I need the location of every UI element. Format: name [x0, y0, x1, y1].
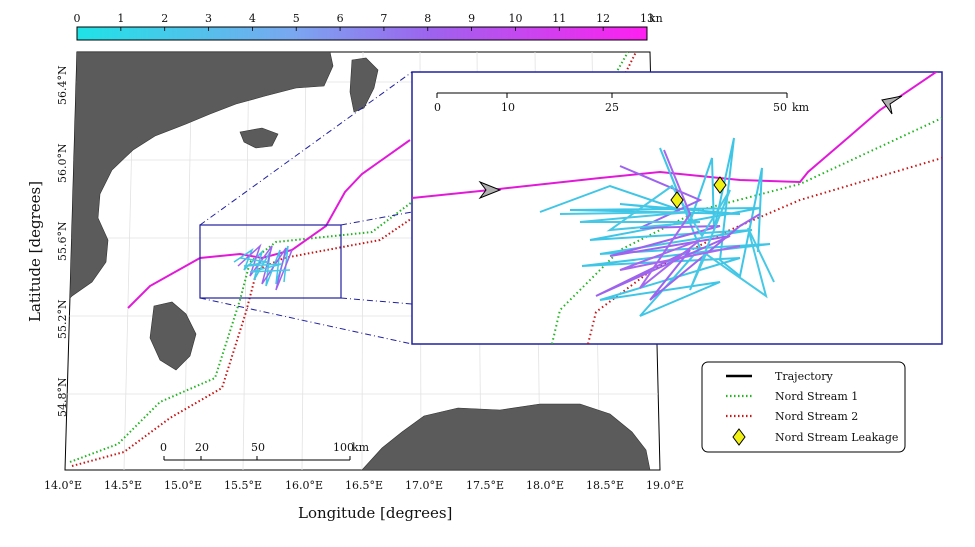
land-poland [361, 403, 651, 470]
colorbar-tick-label: 12 [596, 12, 610, 25]
legend-swatch-leakage [732, 428, 746, 446]
direction-arrow-outbound [881, 95, 903, 115]
legend-box [701, 361, 906, 453]
y-tick-labels: 56.4°N 56.0°N 55.6°N 55.2°N 54.8°N [56, 65, 69, 417]
colorbar-tick-label: 9 [468, 12, 475, 25]
zoom-connector-top [199, 71, 413, 226]
x-tick: 18.5°E [586, 479, 624, 492]
main-scale-label-20: 20 [195, 441, 209, 454]
leakage-marker-1 [670, 191, 684, 209]
y-axis-title: Latitude [degrees] [26, 181, 44, 322]
x-tick: 15.5°E [224, 479, 262, 492]
colorbar-unit: kn [649, 12, 663, 25]
inset-scale-label-10: 10 [501, 101, 515, 114]
colorbar-tick-label: 1 [117, 12, 124, 25]
inset-trajectory-survey [539, 137, 775, 317]
y-tick: 56.0°N [56, 143, 69, 183]
y-tick: 56.4°N [56, 65, 69, 105]
colorbar: 0 1 2 3 4 5 6 7 8 9 10 11 12 13 kn [74, 12, 663, 41]
colorbar-tick-label: 10 [508, 12, 522, 25]
inset-scale-label-50: 50 [773, 101, 787, 114]
legend: Trajectory Nord Stream 1 Nord Stream 2 N… [701, 361, 906, 453]
landmass [67, 52, 651, 470]
x-tick: 14.5°E [104, 479, 142, 492]
legend-label-nord-stream-2: Nord Stream 2 [775, 410, 858, 423]
x-tick: 15.0°E [164, 479, 202, 492]
x-tick: 17.0°E [405, 479, 443, 492]
colorbar-tick-label: 0 [74, 12, 81, 25]
direction-arrow-inbound [478, 180, 502, 200]
x-tick-labels: 14.0°E 14.5°E 15.0°E 15.5°E 16.0°E 16.5°… [44, 479, 684, 492]
colorbar-tick-label: 3 [205, 12, 212, 25]
land-oland [349, 57, 379, 113]
colorbar-tick-label: 6 [337, 12, 344, 25]
colorbar-tick-label: 5 [293, 12, 300, 25]
zoom-connector-mid-bottom [340, 297, 413, 305]
colorbar-tick-label: 8 [424, 12, 431, 25]
land-bornholm [149, 301, 197, 371]
y-tick: 55.2°N [56, 299, 69, 339]
main-scale-unit: km [352, 441, 370, 454]
x-tick: 18.0°E [526, 479, 564, 492]
main-scalebar [163, 456, 351, 461]
leakage-marker-2 [713, 176, 727, 194]
y-tick: 55.6°N [56, 221, 69, 261]
inset-nord-stream-1 [551, 117, 942, 344]
colorbar-gradient [76, 26, 648, 41]
x-tick: 19.0°E [646, 479, 684, 492]
y-tick: 54.8°N [56, 377, 69, 417]
zoom-region-box [199, 224, 342, 299]
land-island-hano [239, 127, 279, 149]
x-tick: 16.0°E [285, 479, 323, 492]
legend-label-nord-stream-1: Nord Stream 1 [775, 390, 858, 403]
main-scale-label-0: 0 [160, 441, 167, 454]
inset-scale-unit: km [792, 101, 810, 114]
x-axis-title: Longitude [degrees] [298, 504, 452, 522]
colorbar-ticks: 0 1 2 3 4 5 6 7 8 9 10 11 12 13 [74, 12, 654, 31]
colorbar-tick-label: 13 [640, 12, 654, 25]
main-scale-label-50: 50 [251, 441, 265, 454]
inset-scale-label-25: 25 [605, 101, 619, 114]
inset-nord-stream-2 [587, 157, 942, 344]
land-sweden [67, 52, 334, 301]
zoom-connector-bottom [199, 297, 413, 345]
nord-stream-1-line [69, 52, 629, 463]
inset-panel: 0 10 25 50 km [411, 71, 943, 345]
colorbar-tick-label: 4 [249, 12, 256, 25]
trajectory-transit-main [127, 139, 411, 309]
x-tick: 14.0°E [44, 479, 82, 492]
x-tick: 17.5°E [466, 479, 504, 492]
trajectory-survey-cluster [233, 243, 293, 291]
colorbar-tick-label: 2 [161, 12, 168, 25]
colorbar-tick-label: 11 [552, 12, 566, 25]
main-scale-label-100: 100 [333, 441, 354, 454]
legend-label-leakage: Nord Stream Leakage [775, 431, 898, 444]
colorbar-tick-label: 7 [380, 12, 387, 25]
legend-label-trajectory: Trajectory [775, 370, 834, 383]
inset-trajectory-transit [412, 72, 938, 199]
inset-scale-label-0: 0 [434, 101, 441, 114]
x-tick: 16.5°E [345, 479, 383, 492]
inset-scalebar [436, 92, 788, 98]
